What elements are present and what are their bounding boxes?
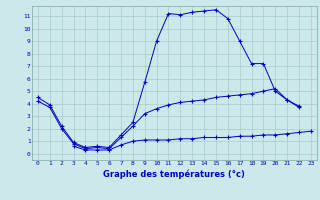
X-axis label: Graphe des températures (°c): Graphe des températures (°c) (103, 169, 245, 179)
